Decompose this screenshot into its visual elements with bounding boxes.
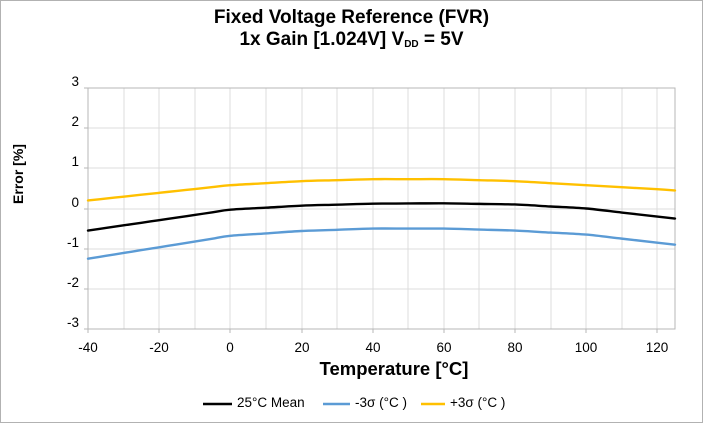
svg-text:60: 60 [436, 340, 451, 355]
svg-text:-2: -2 [67, 275, 79, 290]
svg-text:3: 3 [71, 74, 79, 89]
svg-text:80: 80 [507, 340, 522, 355]
svg-text:-20: -20 [149, 340, 169, 355]
svg-text:-1: -1 [67, 235, 79, 250]
svg-text:-3σ (°C ): -3σ (°C ) [355, 395, 407, 410]
svg-text:0: 0 [71, 195, 79, 210]
svg-text:25°C Mean: 25°C Mean [237, 395, 305, 410]
svg-text:2: 2 [71, 114, 79, 129]
svg-text:Temperature [°C]: Temperature [°C] [320, 358, 469, 379]
svg-text:-3: -3 [67, 315, 79, 330]
svg-text:0: 0 [226, 340, 234, 355]
svg-text:+3σ (°C ): +3σ (°C ) [450, 395, 505, 410]
svg-text:40: 40 [365, 340, 380, 355]
svg-text:Error [%]: Error [%] [10, 144, 26, 204]
svg-text:-40: -40 [78, 340, 98, 355]
svg-text:20: 20 [294, 340, 309, 355]
svg-text:100: 100 [575, 340, 598, 355]
svg-text:1: 1 [71, 154, 79, 169]
svg-text:120: 120 [646, 340, 669, 355]
